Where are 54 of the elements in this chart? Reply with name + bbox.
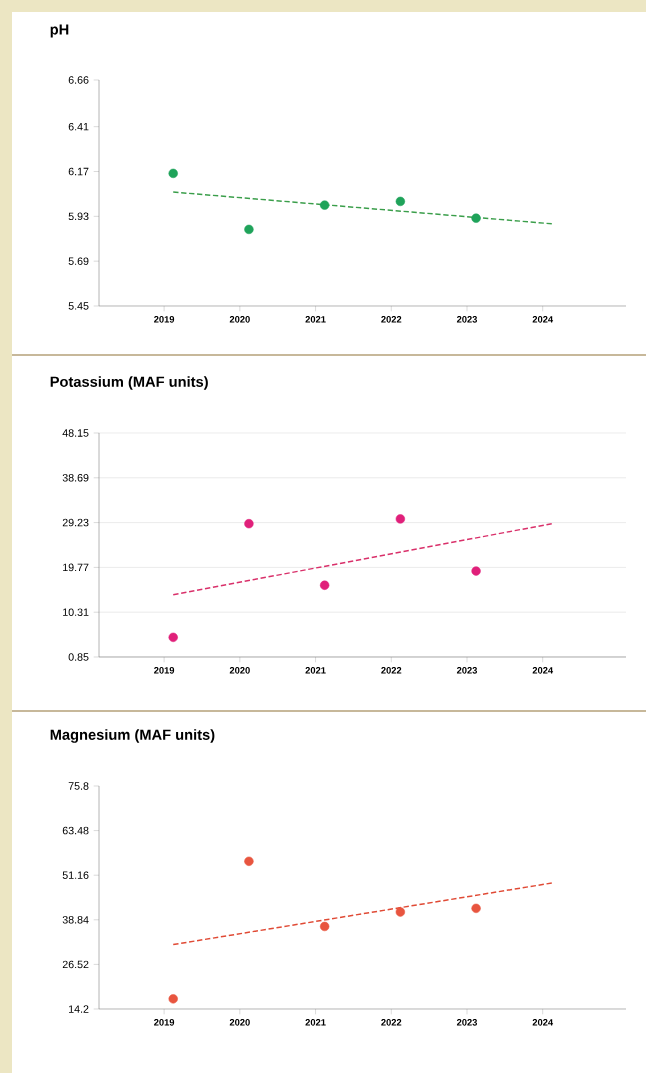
- y-tick-label: 38.69: [62, 474, 89, 482]
- x-tick-label: 2024: [532, 667, 554, 674]
- x-tick-label: 2019: [154, 316, 175, 323]
- x-tick-label: 2021: [305, 667, 326, 674]
- y-tick-label: 5.45: [68, 302, 89, 310]
- y-tick-label: 26.52: [62, 960, 89, 969]
- x-tick-label: 2020: [229, 1019, 250, 1026]
- point: [471, 213, 481, 223]
- point: [395, 907, 406, 917]
- y-tick-label: 48.15: [62, 429, 89, 437]
- x-tick-label: 2021: [305, 1019, 326, 1026]
- y-tick-label: 75.8: [68, 782, 89, 790]
- y-tick-label: 14.2: [69, 1005, 89, 1013]
- point: [244, 224, 254, 235]
- x-tick-label: 2024: [532, 1019, 554, 1026]
- chart-title: pH: [50, 24, 69, 38]
- point: [471, 566, 481, 576]
- y-tick-label: 38.84: [62, 916, 89, 924]
- x-tick-label: 2019: [154, 1019, 175, 1026]
- x-tick-label: 2022: [381, 1019, 402, 1026]
- x-tick-label: 2023: [457, 316, 478, 323]
- point: [168, 632, 179, 643]
- point: [244, 519, 254, 529]
- chart-title: Magnesium (MAF units): [50, 729, 215, 743]
- y-tick-label: 6.17: [68, 167, 89, 176]
- y-tick-label: 6.66: [68, 76, 89, 84]
- y-tick-label: 51.16: [62, 871, 89, 879]
- y-tick-label: 19.77: [63, 563, 89, 572]
- x-tick-label: 2023: [457, 1019, 478, 1026]
- y-tick-label: 0.85: [68, 653, 89, 661]
- y-tick-label: 10.31: [63, 608, 89, 616]
- point: [320, 200, 330, 210]
- point: [320, 921, 330, 932]
- point: [168, 994, 179, 1004]
- point: [395, 196, 406, 207]
- y-tick-label: 5.93: [68, 212, 89, 221]
- x-tick-label: 2022: [381, 667, 402, 674]
- x-tick-label: 2021: [305, 316, 326, 323]
- x-tick-label: 2023: [457, 667, 478, 674]
- y-tick-label: 6.41: [68, 122, 89, 131]
- chart-title: Potassium (MAF units): [50, 376, 209, 390]
- point: [168, 168, 179, 179]
- point: [471, 903, 481, 914]
- y-tick-label: 29.23: [62, 518, 89, 527]
- point: [320, 580, 330, 590]
- x-tick-label: 2024: [532, 316, 554, 323]
- point: [244, 856, 254, 866]
- y-tick-label: 5.69: [68, 257, 89, 265]
- x-tick-label: 2020: [229, 667, 250, 674]
- point: [395, 514, 406, 524]
- x-tick-label: 2019: [154, 667, 175, 674]
- y-tick-label: 63.48: [62, 826, 89, 835]
- x-tick-label: 2022: [381, 316, 402, 323]
- x-tick-label: 2020: [229, 316, 250, 323]
